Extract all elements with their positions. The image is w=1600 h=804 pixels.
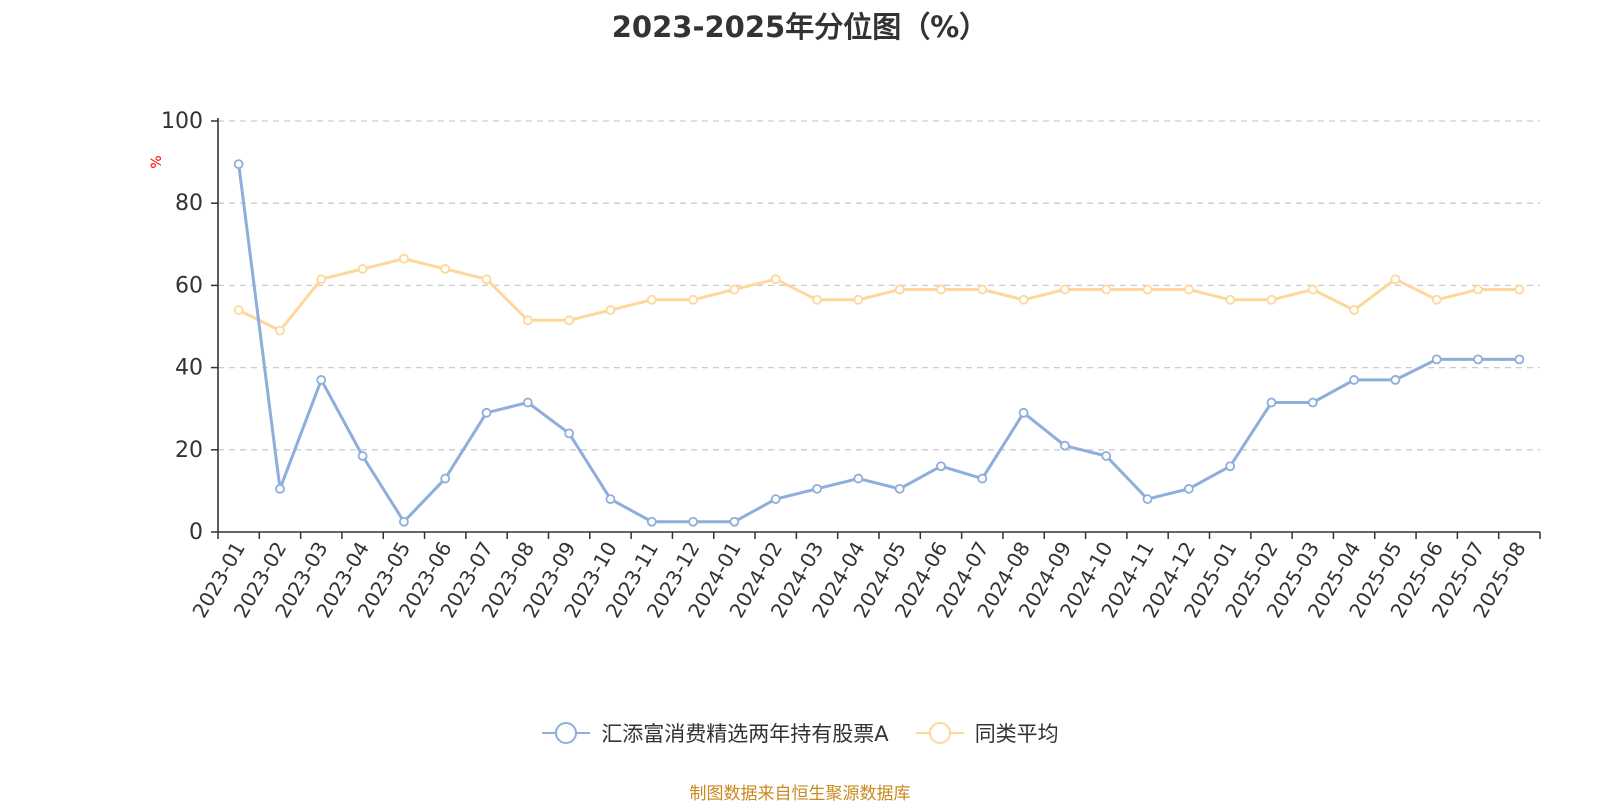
data-point [1060,284,1070,295]
data-point [894,483,905,494]
data-point [316,375,327,385]
grid-lines [218,120,1540,451]
data-point [440,264,451,274]
y-axis-unit: % [149,155,165,168]
data-point [1514,284,1525,295]
data-point [1349,375,1359,385]
data-point [1307,397,1318,408]
data-point [646,294,657,305]
data-point [399,516,409,527]
data-point [1142,284,1153,295]
data-point [275,325,285,336]
data-point [770,274,781,285]
data-point [1225,461,1236,472]
legend-label: 同类平均 [974,722,1059,746]
data-point [688,516,698,527]
data-point [1307,284,1318,295]
data-point [1431,354,1442,365]
data-point [1266,294,1277,305]
data-point [1101,451,1112,461]
series-line [237,162,1521,524]
data-point [1514,354,1525,365]
data-point [357,451,368,461]
data-point [564,315,575,326]
data-point [853,294,864,305]
legend-item[interactable]: 汇添富消费精选两年持有股票A [541,718,889,748]
data-point [605,494,616,505]
data-point [399,253,409,264]
y-tick-label: 60 [175,273,203,298]
data-point [233,305,244,315]
data-point [522,315,533,326]
data-point [233,159,244,170]
data-point [936,461,946,472]
data-point [1473,284,1483,295]
data-point [522,397,533,408]
y-tick-label: 80 [175,191,203,216]
data-point [1225,294,1236,305]
legend-item[interactable]: 同类平均 [915,718,1059,748]
data-point [812,294,822,305]
y-tick-label: 20 [175,438,203,463]
series-lines [233,159,1525,527]
legend-label: 汇添富消费精选两年持有股票A [601,722,889,746]
data-point [812,483,822,494]
data-point [853,473,864,484]
legend-swatch-icon [915,722,964,744]
data-point [357,264,368,274]
data-point [481,274,492,285]
y-tick-label: 100 [161,109,203,134]
data-point [1349,305,1359,315]
data-point [1183,483,1194,494]
data-point [1266,397,1277,408]
data-point [729,516,740,527]
source-note: 制图数据来自恒生聚源数据库 [689,784,911,804]
series-line [237,257,1521,333]
data-point [1142,494,1153,505]
data-point [316,274,327,285]
data-point [936,284,946,295]
data-point [977,284,988,295]
data-point [770,494,781,505]
data-point [1473,354,1483,365]
data-point [1183,284,1194,295]
legend: 汇添富消费精选两年持有股票A 同类平均 [0,718,1600,748]
data-point [605,305,616,315]
legend-swatch-icon [542,722,591,744]
tick-labels: 020406080100%2023-012023-022023-032023-0… [149,109,1531,622]
data-point [688,294,698,305]
data-point [894,284,905,295]
axes [211,118,1541,539]
data-point [1390,274,1401,285]
data-point [729,284,740,295]
data-point [1060,440,1070,451]
data-point [1390,375,1401,385]
data-point [275,483,285,494]
data-point [440,473,451,484]
data-point [1018,407,1029,418]
y-tick-label: 40 [175,356,203,381]
data-point [646,516,657,527]
data-point [481,407,492,418]
data-point [1018,294,1029,305]
data-point [1431,294,1442,305]
y-tick-label: 0 [189,520,203,545]
data-point [564,428,575,439]
data-point [977,473,988,484]
data-point [1101,284,1112,295]
chart-title: 2023-2025年分位图（%） [611,10,989,44]
